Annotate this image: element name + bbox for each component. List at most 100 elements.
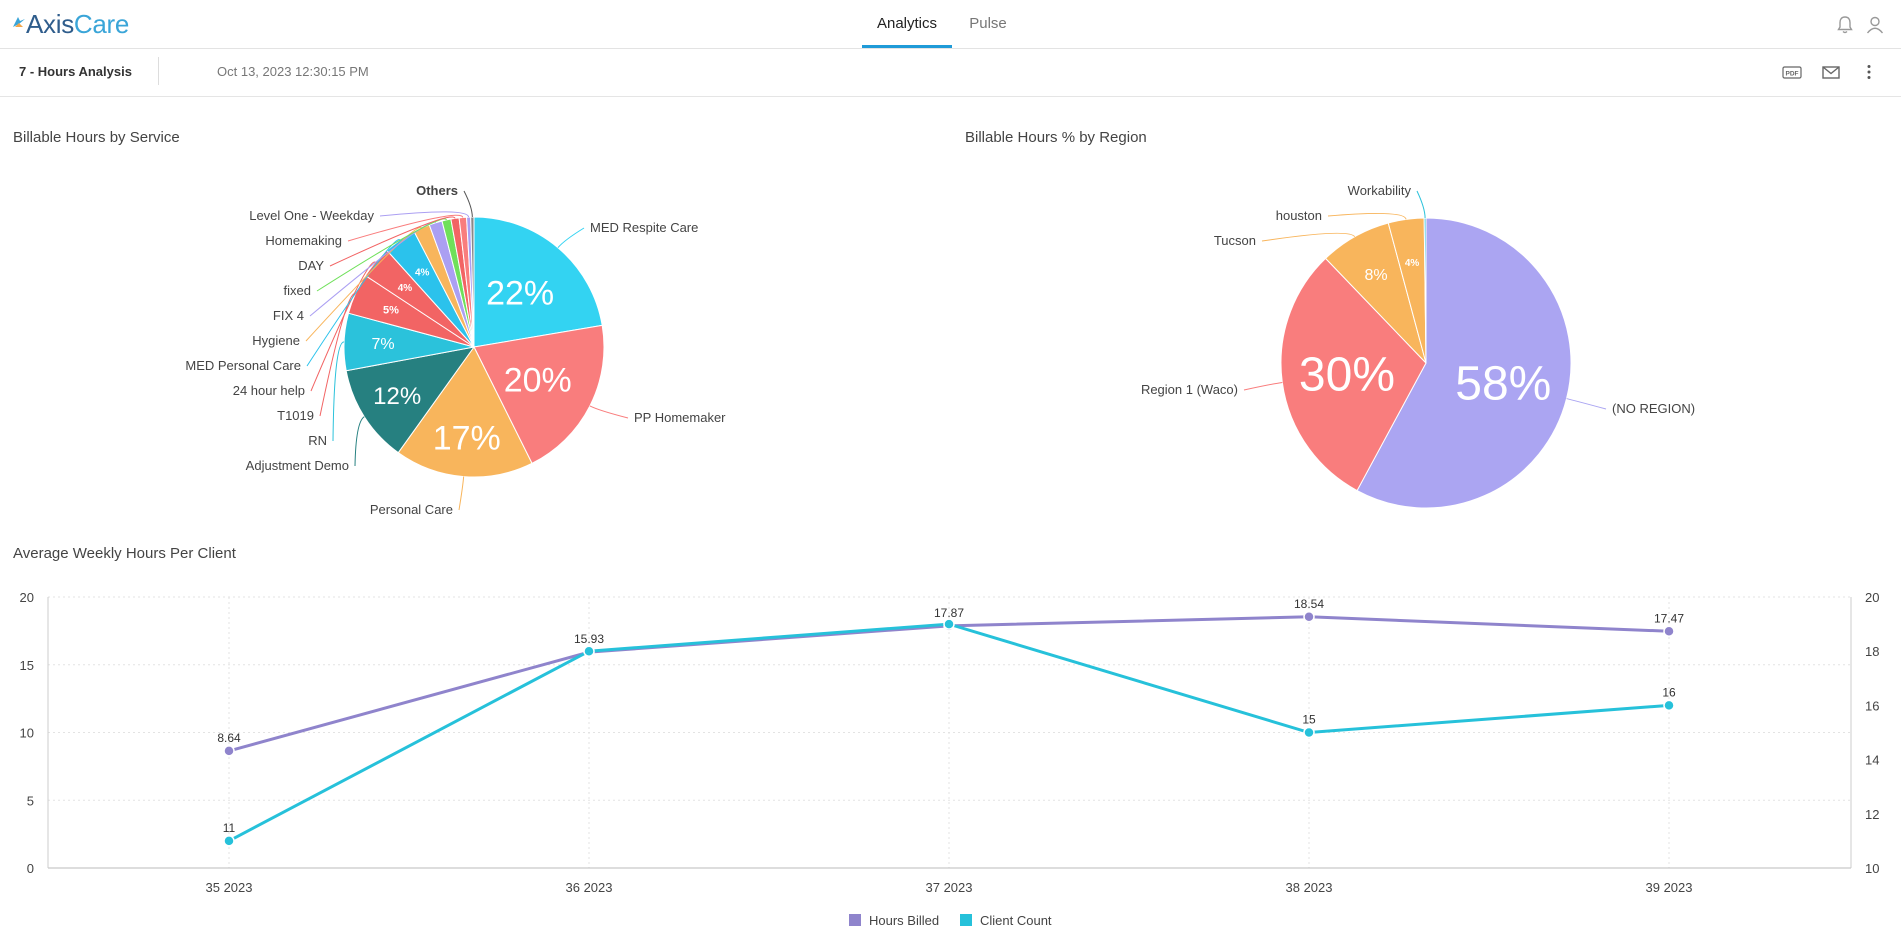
pie-leader-line	[306, 239, 401, 367]
pie-label-fix-4: FIX 4	[273, 308, 304, 323]
legend-label: Client Count	[980, 913, 1052, 928]
x-tick-label: 36 2023	[566, 880, 613, 895]
pie-slice-personal-care[interactable]	[397, 346, 533, 478]
pie-chart-region: 58% 30% 8% 4% (NO REGION) Region 1 (Waco) Tucs…	[1141, 183, 1695, 509]
pie-leader-line	[1416, 190, 1426, 219]
pie-slice-value-label: 58%	[1455, 357, 1551, 410]
svg-text:PDF: PDF	[1786, 71, 1799, 78]
pdf-icon[interactable]: PDF	[1781, 61, 1803, 83]
header-divider	[158, 57, 159, 85]
pie-label-personal-care: Personal Care	[370, 502, 453, 517]
y-right-tick-label: 16	[1865, 698, 1879, 713]
line-chart-weekly: 0 5 10 15 20 10 12 14 16 18 20 35 2023 36 2023 37 202…	[20, 590, 1880, 895]
legend-swatch	[849, 914, 861, 926]
pie-label-24-hour-help: 24 hour help	[233, 383, 305, 398]
user-icon[interactable]	[1864, 14, 1886, 36]
y-left-tick-label: 20	[20, 590, 34, 605]
pie-label-region-1-waco: Region 1 (Waco)	[1141, 382, 1238, 397]
pie-slice-value-label: 22%	[486, 274, 554, 312]
pie-leader-line	[329, 216, 456, 267]
y-left-tick-label: 5	[27, 793, 34, 808]
pie-leader-line	[310, 261, 376, 392]
pie-leader-line	[316, 218, 447, 292]
data-point-client-count[interactable]	[1663, 699, 1675, 712]
pie-leader-line	[1243, 381, 1283, 391]
data-point-hours-billed[interactable]	[223, 745, 235, 757]
y-left-tick-label: 10	[20, 726, 34, 741]
pie-leader-line	[557, 227, 585, 249]
pie-leader-line	[458, 476, 465, 511]
data-point-hours-billed[interactable]	[1663, 625, 1675, 638]
data-point-client-count[interactable]	[583, 645, 595, 657]
y-right-tick-label: 18	[1865, 644, 1879, 659]
data-label-hours-billed: 15.93	[574, 632, 604, 646]
y-right-tick-label: 12	[1865, 807, 1879, 822]
pie-label-day: DAY	[298, 258, 324, 273]
tab-pulse[interactable]: Pulse	[960, 0, 1016, 48]
logo-text-axis: Axis	[26, 9, 74, 39]
pie-label-others: Others	[416, 183, 458, 198]
pie-leader-line	[354, 416, 365, 467]
legend-item-client-count[interactable]: Client Count	[960, 913, 1052, 928]
data-label-client-count: 15	[1302, 713, 1316, 727]
pie-slice-no-region[interactable]	[1356, 217, 1572, 509]
data-point-client-count[interactable]	[1303, 726, 1315, 739]
y-right-tick-label: 20	[1865, 590, 1879, 605]
chart-title-region: Billable Hours % by Region	[965, 129, 1147, 146]
pie-slice-value-label: 8%	[1365, 267, 1388, 284]
pie-leader-line	[305, 226, 423, 342]
data-label-hours-billed: 17.47	[1654, 611, 1684, 625]
report-header-bar: 7 - Hours Analysis Oct 13, 2023 12:30:15…	[0, 49, 1901, 97]
y-right-tick-label: 14	[1865, 753, 1879, 768]
legend-label: Hours Billed	[869, 913, 940, 928]
pie-label-no-region: (NO REGION)	[1612, 401, 1695, 416]
pie-slice-value-label: 4%	[1405, 258, 1420, 269]
logo-mark-icon	[13, 17, 25, 27]
tab-active-indicator	[862, 45, 952, 48]
pie-label-med-respite-care: MED Respite Care	[590, 220, 698, 235]
pie-label-hygiene: Hygiene	[252, 333, 300, 348]
y-left-tick-label: 0	[27, 861, 34, 876]
pie-leader-line	[319, 293, 356, 417]
data-point-client-count[interactable]	[223, 835, 235, 847]
pie-leader-line	[379, 211, 470, 218]
legend-item-hours-billed[interactable]: Hours Billed	[849, 913, 939, 928]
data-label-client-count: 11	[223, 821, 236, 835]
pie-slice-value-label: 5%	[383, 305, 399, 317]
chart-title-weekly: Average Weekly Hours Per Client	[13, 545, 236, 562]
pie-leader-line	[1566, 398, 1607, 410]
pie-label-med-personal-care: MED Personal Care	[185, 358, 301, 373]
x-tick-label: 39 2023	[1646, 880, 1693, 895]
pie-slice-adjustment-demo[interactable]	[345, 346, 476, 454]
pie-label-rn: RN	[308, 433, 327, 448]
bell-icon[interactable]	[1834, 14, 1856, 36]
pie-label-t1019: T1019	[277, 408, 314, 423]
axiscare-logo[interactable]: AxisCare	[12, 9, 129, 39]
more-vertical-icon[interactable]	[1858, 61, 1880, 83]
pie-label-fixed: fixed	[284, 283, 311, 298]
data-label-hours-billed: 18.54	[1294, 597, 1324, 611]
pie-slice-value-label: 20%	[504, 361, 572, 399]
pie-leader-line	[463, 190, 473, 218]
data-label-hours-billed: 17.87	[934, 606, 964, 620]
pie-label-homemaking: Homemaking	[265, 233, 342, 248]
pie-label-tucson: Tucson	[1214, 233, 1256, 248]
pie-slice-value-label: 4%	[415, 268, 430, 279]
data-label-client-count: 16	[1662, 685, 1676, 699]
pie-label-houston: houston	[1276, 208, 1322, 223]
pie-slice-value-label: 30%	[1299, 349, 1395, 402]
data-point-hours-billed[interactable]	[1303, 611, 1315, 623]
x-tick-label: 38 2023	[1286, 880, 1333, 895]
pie-slice-value-label: 4%	[398, 283, 413, 294]
legend-swatch	[960, 914, 972, 926]
pie-label-adjustment-demo: Adjustment Demo	[246, 458, 349, 473]
pie-slice-value-label: 17%	[433, 420, 501, 458]
mail-icon[interactable]	[1820, 61, 1842, 83]
pie-leader-line	[589, 405, 629, 419]
pie-slice-workability[interactable]	[1423, 217, 1427, 364]
pie-slice-value-label: 12%	[373, 383, 421, 410]
tab-analytics[interactable]: Analytics	[862, 0, 952, 48]
pie-leader-line	[332, 341, 345, 442]
data-point-client-count[interactable]	[943, 618, 955, 630]
pie-leader-line	[347, 214, 464, 242]
